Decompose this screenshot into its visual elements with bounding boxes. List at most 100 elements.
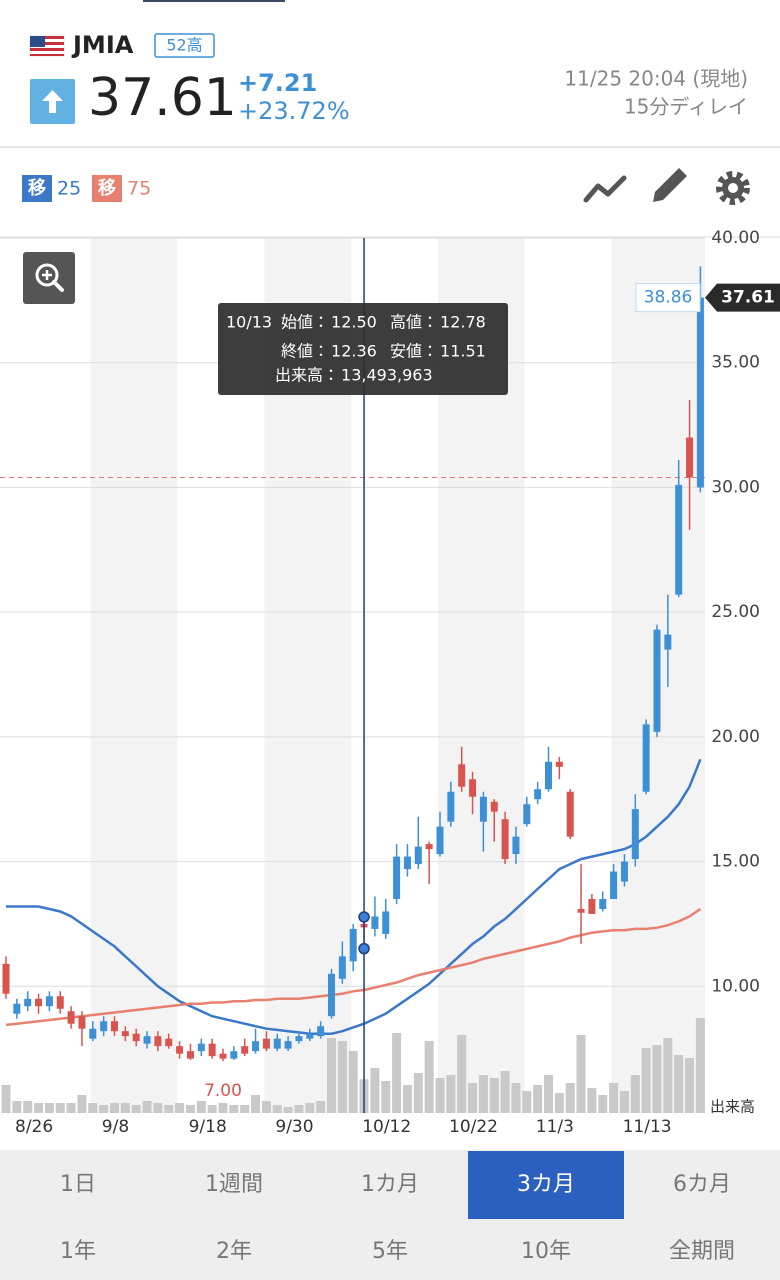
period-tab[interactable]: 全期間 (669, 1239, 735, 1264)
line-chart-button[interactable] (583, 175, 627, 203)
candle-body (393, 856, 401, 899)
crosshair-high-dot (358, 911, 370, 923)
delay-note: 15分ディレイ (624, 95, 748, 119)
volume-bar (251, 1095, 261, 1113)
period-tabs: 1日 1週間 1カ月 3カ月 6カ月 1年 2年 5年 10年 全期間 (60, 1151, 735, 1264)
candle-body (121, 1031, 129, 1037)
flag-icon (29, 35, 65, 57)
volume-bar (370, 1068, 380, 1113)
ma-legend-badge (92, 175, 122, 202)
tooltip-item-name: 出来高： (275, 366, 339, 385)
x-tick-label: 11/3 (536, 1117, 574, 1137)
volume-bar (44, 1103, 54, 1113)
volume-bar (164, 1105, 174, 1113)
volume-bar (337, 1041, 347, 1113)
candle-body (523, 804, 531, 825)
candle-body (620, 861, 628, 882)
tooltip: 10/13 始値： 12.50 高値： 12.78 終値： 12.36 安値： 11.51 出来高… (218, 303, 508, 395)
candle-body (664, 634, 672, 650)
period-tab[interactable]: 1年 (60, 1239, 96, 1264)
volume-bar (305, 1103, 315, 1113)
y-tick-label: 30.00 (711, 477, 760, 497)
candle-body (230, 1051, 238, 1059)
volume-bar (652, 1045, 662, 1113)
volume-bar (685, 1058, 695, 1113)
x-tick-label: 10/12 (362, 1117, 411, 1137)
volume-bar (99, 1105, 109, 1113)
candle-body (186, 1051, 194, 1059)
y-tick-label: 10.00 (711, 976, 760, 996)
volume-bar (294, 1105, 304, 1113)
volume-bar (110, 1103, 119, 1113)
candle-body (24, 998, 32, 1007)
badge-box (154, 33, 215, 58)
period-tab[interactable]: 1週間 (205, 1172, 263, 1197)
background-band (90, 238, 178, 1113)
tooltip-item-name: 安値： (390, 342, 438, 361)
volume-bar (413, 1073, 423, 1113)
tooltip-box (218, 303, 508, 395)
candle-body (675, 484, 683, 595)
volume-bar (533, 1085, 543, 1113)
volume-bar (468, 1083, 478, 1113)
period-tab[interactable]: 3カ月 (517, 1172, 575, 1197)
candle-body (100, 1021, 108, 1032)
volume-bar (34, 1103, 44, 1113)
candle-body (132, 1033, 140, 1042)
volume-bar (544, 1075, 553, 1113)
volume-bar (695, 1018, 705, 1113)
candle-body (588, 898, 596, 914)
draw-button[interactable] (653, 168, 687, 202)
candle-body (382, 911, 390, 934)
tooltip-item-name: 終値： (281, 342, 329, 361)
ma-legend-period: 25 (57, 178, 81, 200)
volume-bar (207, 1105, 217, 1113)
price: 37.61 (88, 68, 237, 128)
candle-body (262, 1038, 270, 1049)
candle-body (241, 1046, 249, 1054)
change-pct: +23.72% (238, 97, 350, 125)
settings-button[interactable] (716, 171, 750, 205)
volume-bar (674, 1055, 684, 1113)
candle-body (45, 996, 53, 1007)
candle-body (143, 1036, 151, 1044)
period-tab[interactable]: 1カ月 (361, 1172, 419, 1197)
candle-body (555, 761, 563, 767)
ma-legend-period: 75 (127, 178, 151, 200)
candle-body (696, 297, 704, 488)
candle-body (154, 1036, 162, 1047)
candle-body (56, 996, 64, 1009)
volume-bar (261, 1101, 271, 1113)
high-tag-box (635, 283, 701, 313)
volume-bar (522, 1091, 532, 1113)
tooltip-date: 10/13 (226, 313, 272, 332)
volume-bar (272, 1105, 282, 1113)
y-tick-label: 40.00 (711, 228, 760, 248)
volume-bar (218, 1103, 228, 1113)
candle-body (111, 1021, 118, 1032)
candle-body (501, 819, 509, 860)
candle-body (479, 796, 487, 822)
period-tab[interactable]: 5年 (372, 1239, 408, 1264)
volume-bar (283, 1107, 293, 1113)
candle-body (89, 1028, 97, 1039)
zoom-button[interactable] (23, 252, 75, 304)
candle-body (610, 871, 618, 899)
volume-bar (392, 1033, 402, 1113)
volume-bar (663, 1038, 673, 1113)
candle-body (2, 963, 10, 994)
plot: 40.00 35.00 30.00 25.00 20.00 15.00 10.00 出来高 8/… (0, 228, 780, 1137)
period-tab[interactable]: 10年 (521, 1239, 571, 1264)
candle-body (208, 1043, 216, 1057)
up-arrow-icon (30, 79, 75, 124)
tab-selected-bg[interactable] (468, 1151, 624, 1219)
x-tick-label: 9/8 (102, 1117, 129, 1137)
candle-body (371, 916, 379, 929)
period-tab[interactable]: 6カ月 (673, 1172, 731, 1197)
volume-bar (587, 1088, 597, 1113)
period-tab[interactable]: 2年 (216, 1239, 252, 1264)
candle-body (545, 761, 552, 790)
period-tab[interactable]: 1日 (60, 1172, 96, 1197)
volume-bar (478, 1075, 488, 1113)
